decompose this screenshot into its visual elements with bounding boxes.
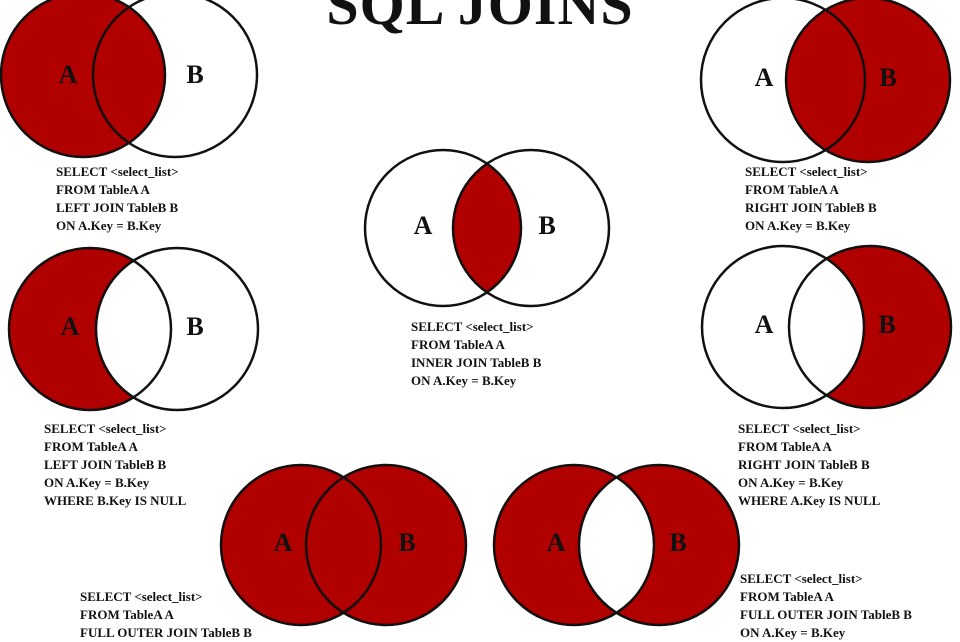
circle-a-outline bbox=[7, 246, 173, 412]
sql-line: LEFT JOIN TableB B bbox=[44, 457, 167, 472]
venn-inner-join: A B bbox=[363, 148, 611, 308]
label-b: B bbox=[879, 63, 896, 92]
venn-right-excluding-join: A B bbox=[700, 244, 953, 410]
circle-b-outline bbox=[304, 463, 468, 627]
page-title: SQL JOINS bbox=[326, 0, 634, 37]
label-a: A bbox=[274, 528, 293, 557]
label-a: A bbox=[414, 211, 433, 240]
circle-b-fill bbox=[306, 465, 466, 625]
sql-line: ON A.Key = B.Key bbox=[411, 373, 517, 388]
circle-b-outline bbox=[577, 463, 741, 627]
label-b: B bbox=[669, 528, 686, 557]
sql-line: FULL OUTER JOIN TableB B bbox=[740, 607, 912, 622]
sql-line: LEFT JOIN TableB B bbox=[56, 200, 179, 215]
sql-full-outer-join: SELECT <select_list> FROM TableA A FULL … bbox=[80, 588, 252, 642]
circle-b-outline bbox=[451, 148, 611, 308]
sql-line: FROM TableA A bbox=[740, 589, 834, 604]
circle-b-fill bbox=[786, 0, 950, 162]
sql-line: SELECT <select_list> bbox=[44, 421, 167, 436]
circle-a-outline bbox=[700, 244, 866, 410]
label-b: B bbox=[538, 211, 555, 240]
sql-right-join: SELECT <select_list> FROM TableA A RIGHT… bbox=[745, 163, 877, 235]
sql-line: FROM TableA A bbox=[745, 182, 839, 197]
sql-full-outer-excluding-join: SELECT <select_list> FROM TableA A FULL … bbox=[740, 570, 912, 642]
label-b: B bbox=[398, 528, 415, 557]
circle-a-outline bbox=[492, 463, 656, 627]
sql-line: FULL OUTER JOIN TableB B bbox=[80, 625, 252, 640]
venn-left-excluding-join: A B bbox=[7, 246, 260, 412]
label-b: B bbox=[186, 60, 203, 89]
sql-right-excluding-join: SELECT <select_list> FROM TableA A RIGHT… bbox=[738, 420, 880, 510]
intersection-cutout bbox=[579, 465, 654, 625]
sql-line: ON A.Key = B.Key bbox=[740, 625, 846, 640]
circle-b-outline bbox=[784, 0, 952, 164]
venn-full-outer-excluding-join: A B bbox=[492, 463, 741, 627]
venn-right-join: A B bbox=[699, 0, 952, 164]
sql-line: RIGHT JOIN TableB B bbox=[738, 457, 870, 472]
sql-line: FROM TableA A bbox=[738, 439, 832, 454]
sql-line: ON A.Key = B.Key bbox=[745, 218, 851, 233]
sql-line: ON A.Key = B.Key bbox=[44, 475, 150, 490]
circle-a-outline bbox=[699, 0, 867, 164]
sql-line: WHERE B.Key IS NULL bbox=[44, 493, 187, 508]
label-a: A bbox=[61, 312, 80, 341]
sql-line: ON A.Key = B.Key bbox=[56, 218, 162, 233]
label-a: A bbox=[755, 310, 774, 339]
sql-inner-join: SELECT <select_list> FROM TableA A INNER… bbox=[411, 318, 541, 390]
sql-line: SELECT <select_list> bbox=[80, 589, 203, 604]
sql-line: SELECT <select_list> bbox=[740, 571, 863, 586]
sql-line: INNER JOIN TableB B bbox=[411, 355, 542, 370]
circle-a-fill bbox=[1, 0, 165, 157]
sql-line: FROM TableA A bbox=[80, 607, 174, 622]
circle-a-outline bbox=[219, 463, 383, 627]
label-a: A bbox=[59, 60, 78, 89]
circle-a-fill bbox=[702, 246, 864, 408]
sql-line: SELECT <select_list> bbox=[56, 164, 179, 179]
sql-line: SELECT <select_list> bbox=[411, 319, 534, 334]
circle-a-outline bbox=[363, 148, 523, 308]
sql-line: FROM TableA A bbox=[44, 439, 138, 454]
label-a: A bbox=[547, 528, 566, 557]
label-b: B bbox=[186, 312, 203, 341]
sql-line: SELECT <select_list> bbox=[745, 164, 868, 179]
circle-b-outline bbox=[91, 0, 259, 159]
label-b: B bbox=[878, 310, 895, 339]
sql-line: ON A.Key = B.Key bbox=[738, 475, 844, 490]
sql-line: FROM TableA A bbox=[56, 182, 150, 197]
circle-b-outline bbox=[94, 246, 260, 412]
circle-b-outline bbox=[787, 244, 953, 410]
sql-left-join: SELECT <select_list> FROM TableA A LEFT … bbox=[56, 163, 179, 235]
circle-a-outline bbox=[0, 0, 167, 159]
sql-line: WHERE A.Key IS NULL bbox=[738, 493, 881, 508]
circle-b-fill bbox=[96, 248, 258, 410]
venn-left-join: A B bbox=[0, 0, 259, 159]
sql-line: RIGHT JOIN TableB B bbox=[745, 200, 877, 215]
sql-line: SELECT <select_list> bbox=[738, 421, 861, 436]
intersection-fill bbox=[453, 150, 521, 306]
sql-line: FROM TableA A bbox=[411, 337, 505, 352]
sql-left-excluding-join: SELECT <select_list> FROM TableA A LEFT … bbox=[44, 420, 186, 510]
venn-full-outer-join: A B bbox=[219, 463, 468, 627]
label-a: A bbox=[755, 63, 774, 92]
